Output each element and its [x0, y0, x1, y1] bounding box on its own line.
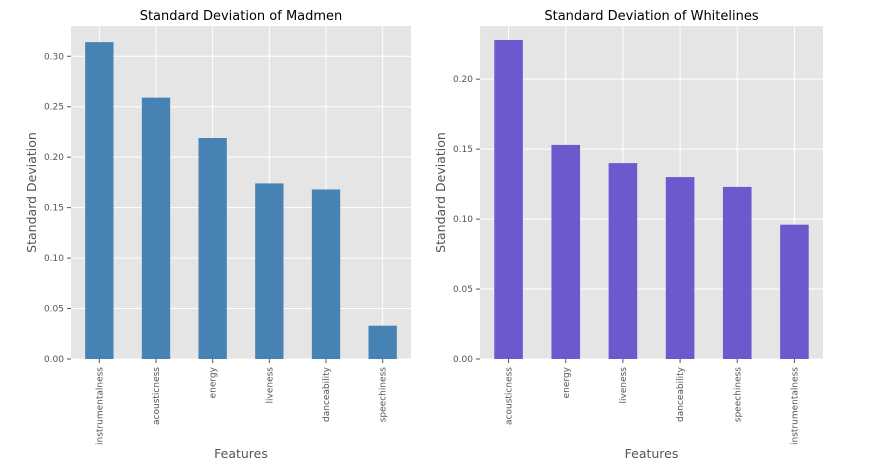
y-tick-label: 0.05: [44, 305, 64, 315]
x-tick-label: speechiness: [379, 367, 389, 423]
y-tick-label: 0.30: [44, 52, 64, 62]
y-tick-label: 0.25: [44, 103, 64, 113]
bar-energy: [551, 144, 581, 359]
plot-area: [71, 26, 411, 359]
x-tick-label: acousticness: [152, 367, 162, 425]
y-tick-label: 0.05: [453, 285, 473, 295]
bar-instrumentalness: [780, 224, 809, 359]
x-axis-label: Features: [214, 446, 268, 461]
x-tick-label: danceability: [322, 366, 332, 422]
y-tick-label: 0.00: [453, 355, 473, 365]
y-tick-label: 0.15: [44, 204, 64, 214]
bar-speechiness: [368, 325, 397, 359]
bar-acousticness: [494, 39, 523, 359]
x-tick-label: energy: [209, 366, 219, 398]
y-axis-label: Standard Deviation: [24, 132, 39, 253]
y-tick-label: 0.20: [44, 153, 64, 163]
bar-speechiness: [722, 186, 752, 359]
plot-area: [480, 26, 823, 359]
x-tick-label: instrumentalness: [790, 367, 800, 445]
bar-acousticness: [141, 97, 171, 360]
bar-energy: [198, 138, 227, 359]
x-tick-label: instrumentalness: [95, 367, 105, 445]
chart-title: Standard Deviation of Whitelines: [544, 9, 759, 24]
x-tick-label: liveness: [265, 367, 275, 404]
bar-danceability: [311, 189, 341, 359]
bar-danceability: [665, 177, 695, 359]
y-axis-label: Standard Deviation: [433, 132, 448, 253]
x-tick-label: acousticness: [505, 367, 515, 425]
y-tick-label: 0.10: [44, 254, 64, 264]
bar-instrumentalness: [85, 42, 114, 360]
y-tick-label: 0.00: [44, 355, 64, 365]
x-tick-label: speechiness: [733, 367, 743, 423]
bar-liveness: [255, 183, 284, 359]
bar-liveness: [608, 163, 638, 359]
x-tick-label: danceability: [676, 366, 686, 422]
chart-whitelines: Standard Deviation of Whitelines Standar…: [433, 9, 823, 461]
chart-title: Standard Deviation of Madmen: [140, 9, 343, 24]
x-tick-label: liveness: [619, 367, 629, 404]
y-tick-label: 0.20: [453, 75, 473, 85]
chart-madmen: Standard Deviation of Madmen Standard De…: [24, 9, 411, 461]
y-tick-label: 0.10: [453, 215, 473, 225]
x-tick-label: energy: [562, 366, 572, 398]
x-axis-label: Features: [625, 446, 679, 461]
y-tick-label: 0.15: [453, 145, 473, 155]
